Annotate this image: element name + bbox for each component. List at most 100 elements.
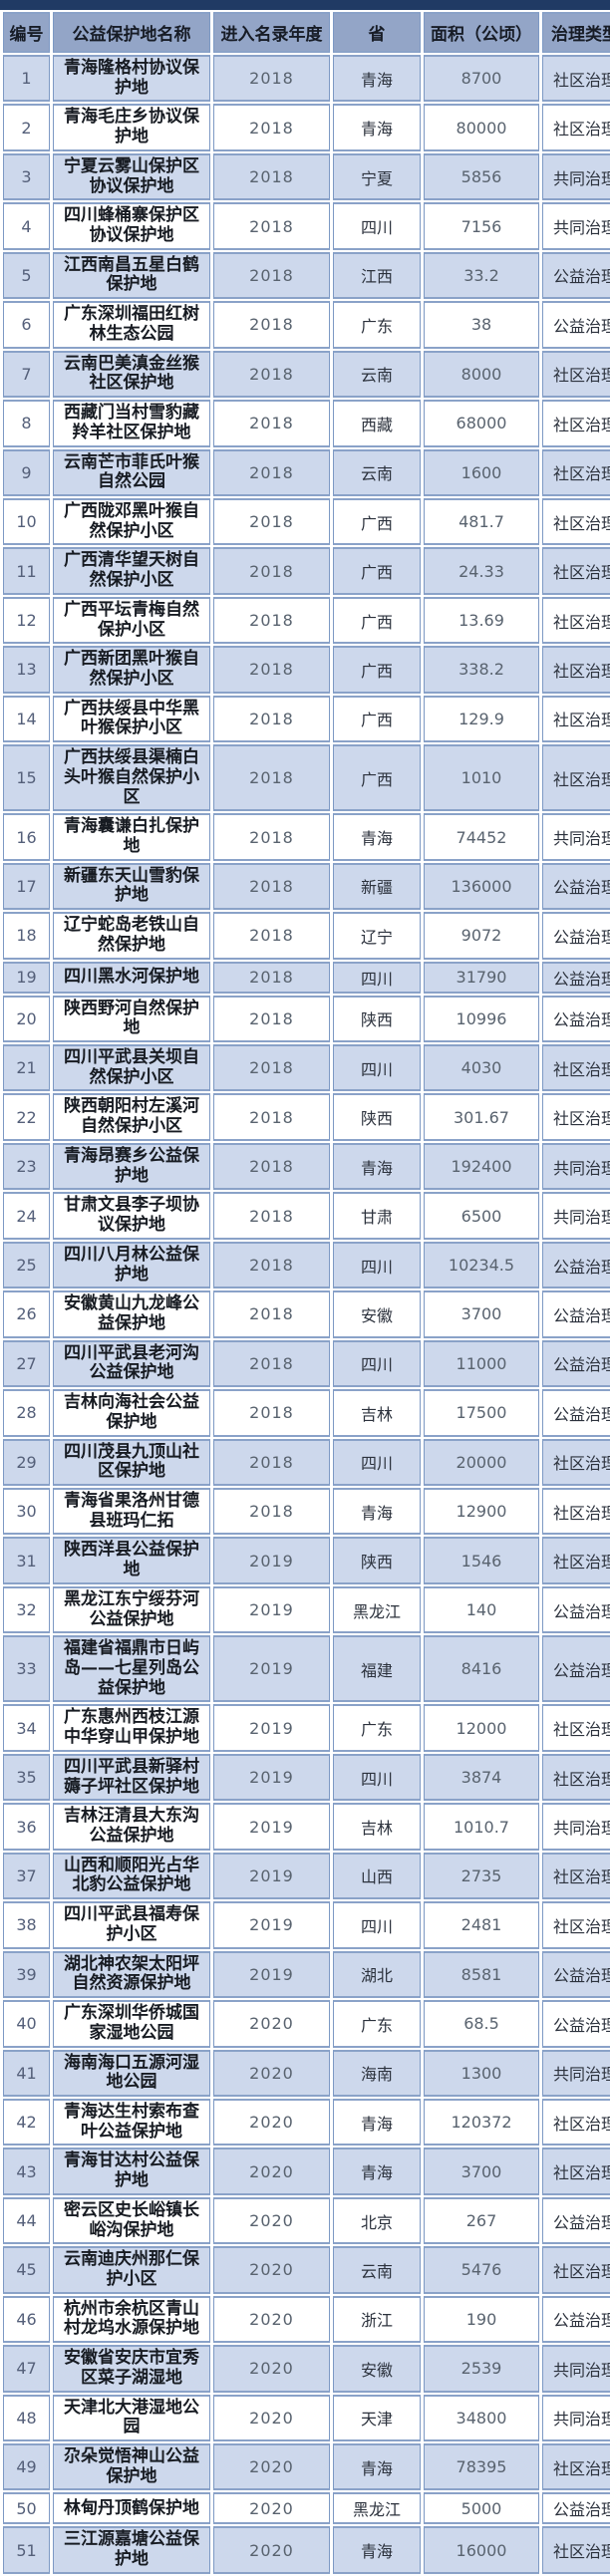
cell-area: 2539 [424, 2345, 539, 2393]
cell-year: 2018 [213, 744, 330, 812]
cell-name: 海南海口五源河湿地公园 [53, 2049, 210, 2097]
cell-province: 吉林 [333, 1389, 421, 1437]
cell-area: 3700 [424, 2147, 539, 2195]
cell-governance: 共同治理 [542, 1142, 610, 1191]
table-row: 45 云南迪庆州那仁保护小区 2020 云南 5476 社区治理 [3, 2246, 610, 2294]
cell-governance: 共同治理 [542, 152, 610, 201]
table-row: 20 陕西野河自然保护地 2018 陕西 10996 公益治理 [3, 995, 610, 1043]
cell-province: 云南 [333, 448, 421, 496]
table-row: 35 四川平武县新驿村薅子坪社区保护地 2019 四川 3874 社区治理 [3, 1753, 610, 1802]
cell-name: 四川平武县老河沟公益保护地 [53, 1339, 210, 1388]
cell-year: 2018 [213, 1241, 330, 1289]
cell-year: 2018 [213, 1389, 330, 1437]
cell-area: 129.9 [424, 695, 539, 743]
cell-area: 78395 [424, 2443, 539, 2491]
cell-year: 2018 [213, 350, 330, 399]
cell-province: 福建 [333, 1635, 421, 1703]
cell-province: 广西 [333, 695, 421, 743]
cell-area: 190 [424, 2295, 539, 2344]
col-header-governance: 治理类型 [542, 12, 610, 53]
cell-year: 2018 [213, 104, 330, 151]
cell-year: 2018 [213, 497, 330, 546]
cell-name: 宁夏云雾山保护区协议保护地 [53, 152, 210, 201]
cell-province: 广东 [333, 301, 421, 349]
col-header-province: 省 [333, 12, 421, 53]
cell-area: 2481 [424, 1901, 539, 1949]
cell-year: 2018 [213, 55, 330, 103]
cell-governance: 社区治理 [542, 1487, 610, 1536]
cell-id: 30 [3, 1487, 50, 1536]
cell-year: 2020 [213, 2345, 330, 2393]
cell-name: 四川平武县新驿村薅子坪社区保护地 [53, 1753, 210, 1802]
cell-name: 广东深圳福田红树林生态公园 [53, 301, 210, 349]
table-row: 34 广东惠州西枝江源中华穿山甲保护地 2019 广东 12000 社区治理 [3, 1704, 610, 1752]
cell-province: 四川 [333, 1901, 421, 1949]
cell-governance: 公益治理 [542, 2000, 610, 2048]
cell-year: 2018 [213, 251, 330, 300]
cell-province: 青海 [333, 1142, 421, 1191]
cell-id: 1 [3, 55, 50, 103]
cell-area: 1010 [424, 744, 539, 812]
cell-id: 44 [3, 2196, 50, 2245]
table-row: 26 安徽黄山九龙峰公益保护地 2018 安徽 3700 公益治理 [3, 1290, 610, 1338]
cell-name: 密云区史长峪镇长峪沟保护地 [53, 2196, 210, 2245]
cell-year: 2018 [213, 202, 330, 250]
table-row: 23 青海昂赛乡公益保护地 2018 青海 192400 共同治理 [3, 1142, 610, 1191]
cell-year: 2020 [213, 2000, 330, 2048]
cell-province: 广西 [333, 547, 421, 595]
cell-id: 41 [3, 2049, 50, 2097]
table-row: 38 四川平武县福寿保护小区 2019 四川 2481 社区治理 [3, 1901, 610, 1949]
cell-year: 2019 [213, 1585, 330, 1634]
cell-province: 新疆 [333, 862, 421, 911]
cell-governance: 社区治理 [542, 1704, 610, 1752]
cell-id: 26 [3, 1290, 50, 1338]
cell-province: 青海 [333, 2098, 421, 2147]
cell-year: 2018 [213, 1192, 330, 1240]
table-row: 14 广西扶绥县中华黑叶猴保护小区 2018 广西 129.9 社区治理 [3, 695, 610, 743]
cell-province: 天津 [333, 2394, 421, 2441]
cell-id: 5 [3, 251, 50, 300]
table-row: 32 黑龙江东宁绥芬河公益保护地 2019 黑龙江 140 公益治理 [3, 1585, 610, 1634]
cell-governance: 公益治理 [542, 2295, 610, 2344]
cell-id: 23 [3, 1142, 50, 1191]
cell-province: 青海 [333, 55, 421, 103]
table-row: 6 广东深圳福田红树林生态公园 2018 广东 38 公益治理 [3, 301, 610, 349]
cell-id: 24 [3, 1192, 50, 1240]
cell-area: 13.69 [424, 596, 539, 645]
cell-governance: 公益治理 [542, 995, 610, 1043]
cell-area: 34800 [424, 2394, 539, 2441]
cell-area: 31790 [424, 961, 539, 994]
cell-governance: 公益治理 [542, 1339, 610, 1388]
cell-id: 17 [3, 862, 50, 911]
table-row: 46 杭州市余杭区青山村龙坞水源保护地 2020 浙江 190 公益治理 [3, 2295, 610, 2344]
cell-id: 22 [3, 1093, 50, 1141]
cell-governance: 社区治理 [542, 1852, 610, 1900]
cell-province: 广西 [333, 596, 421, 645]
cell-name: 安徽黄山九龙峰公益保护地 [53, 1290, 210, 1338]
cell-year: 2019 [213, 1950, 330, 1999]
table-row: 27 四川平武县老河沟公益保护地 2018 四川 11000 公益治理 [3, 1339, 610, 1388]
cell-province: 云南 [333, 350, 421, 399]
cell-province: 湖北 [333, 1950, 421, 1999]
cell-governance: 公益治理 [542, 1950, 610, 1999]
cell-area: 12000 [424, 1704, 539, 1752]
cell-name: 青海囊谦白扎保护地 [53, 813, 210, 861]
cell-name: 四川平武县福寿保护小区 [53, 1901, 210, 1949]
table-row: 1 青海隆格村协议保护地 2018 青海 8700 社区治理 [3, 55, 610, 103]
cell-id: 46 [3, 2295, 50, 2344]
cell-year: 2019 [213, 1753, 330, 1802]
cell-name: 四川黑水河保护地 [53, 961, 210, 994]
header-row: 编号 公益保护地名称 进入名录年度 省 面积（公顷） 治理类型 [3, 12, 610, 53]
cell-governance: 公益治理 [542, 2492, 610, 2525]
cell-id: 31 [3, 1537, 50, 1584]
cell-governance: 社区治理 [542, 1044, 610, 1092]
table-row: 10 广西陇邓黑叶猴自然保护小区 2018 广西 481.7 社区治理 [3, 497, 610, 546]
table-row: 50 林甸丹顶鹤保护地 2020 黑龙江 5000 公益治理 [3, 2492, 610, 2525]
cell-id: 45 [3, 2246, 50, 2294]
cell-governance: 公益治理 [542, 1290, 610, 1338]
cell-governance: 共同治理 [542, 1803, 610, 1851]
cell-year: 2018 [213, 1044, 330, 1092]
cell-id: 7 [3, 350, 50, 399]
table-row: 4 四川蜂桶寨保护区协议保护地 2018 四川 7156 共同治理 [3, 202, 610, 250]
